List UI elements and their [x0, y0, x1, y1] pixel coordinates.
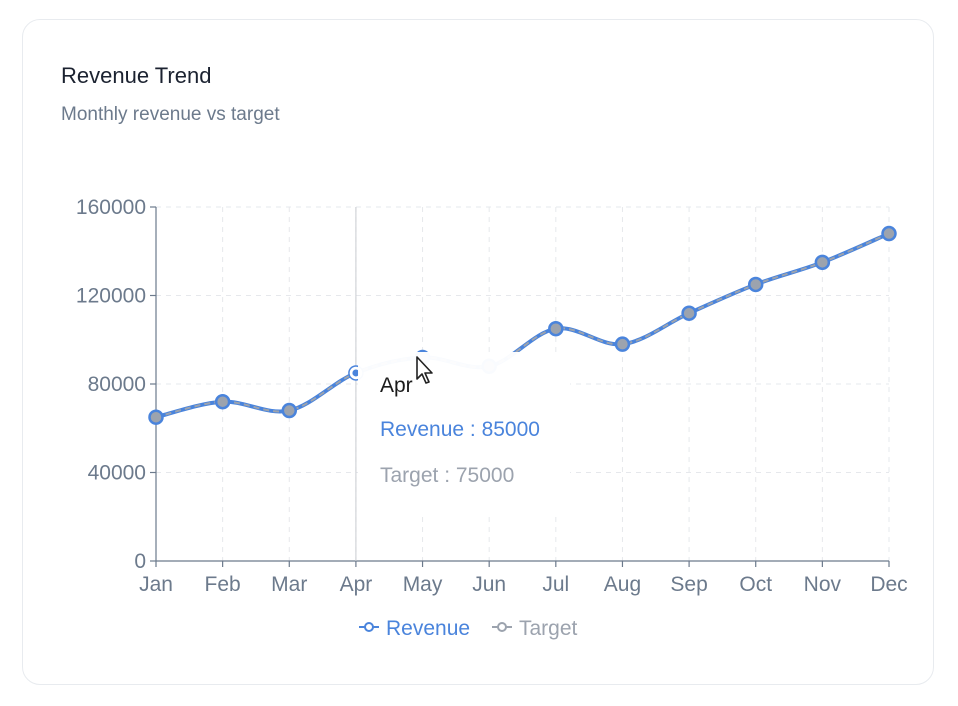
revenue-point	[681, 305, 697, 321]
tooltip-label: Apr	[380, 374, 413, 397]
legend-target-marker	[497, 622, 507, 632]
x-tick-label: May	[403, 573, 443, 596]
tooltip-revenue: Revenue : 85000	[380, 418, 540, 441]
revenue-point	[614, 336, 631, 352]
x-tick-label: Nov	[804, 573, 842, 596]
x-tick-label: Apr	[340, 573, 373, 596]
y-tick-label: 120000	[76, 285, 146, 308]
chart-tooltip: Apr Revenue : 85000 Target : 75000	[358, 352, 570, 512]
revenue-point	[814, 254, 831, 271]
revenue-point	[148, 409, 164, 425]
mouse-pointer-icon	[416, 356, 433, 384]
revenue-point	[881, 225, 897, 242]
y-tick-label: 0	[134, 550, 146, 573]
revenue-point-active-dot	[352, 369, 360, 377]
revenue-point	[747, 276, 764, 293]
y-tick-label: 160000	[76, 196, 146, 219]
x-tick-label: Aug	[604, 573, 641, 596]
card-title: Revenue Trend	[61, 63, 212, 88]
card-subtitle: Monthly revenue vs target	[61, 104, 280, 125]
x-tick-label: Jan	[139, 573, 173, 596]
y-tick-label: 80000	[88, 373, 146, 396]
legend-revenue-marker	[364, 622, 374, 632]
x-tick-label: Dec	[870, 573, 907, 596]
tooltip-target: Target : 75000	[380, 464, 515, 487]
revenue-point	[548, 320, 564, 337]
x-tick-label: Jun	[472, 573, 506, 596]
x-tick-label: Sep	[670, 573, 707, 596]
y-tick-label: 40000	[88, 462, 146, 485]
x-tick-label: Mar	[271, 573, 307, 596]
x-tick-label: Oct	[739, 573, 772, 596]
legend-revenue-label: Revenue	[386, 617, 470, 640]
revenue-point	[281, 402, 298, 419]
legend-target-label: Target	[519, 617, 578, 640]
x-tick-label: Feb	[205, 573, 241, 596]
x-tick-label: Jul	[542, 573, 569, 596]
revenue-point	[214, 393, 231, 410]
